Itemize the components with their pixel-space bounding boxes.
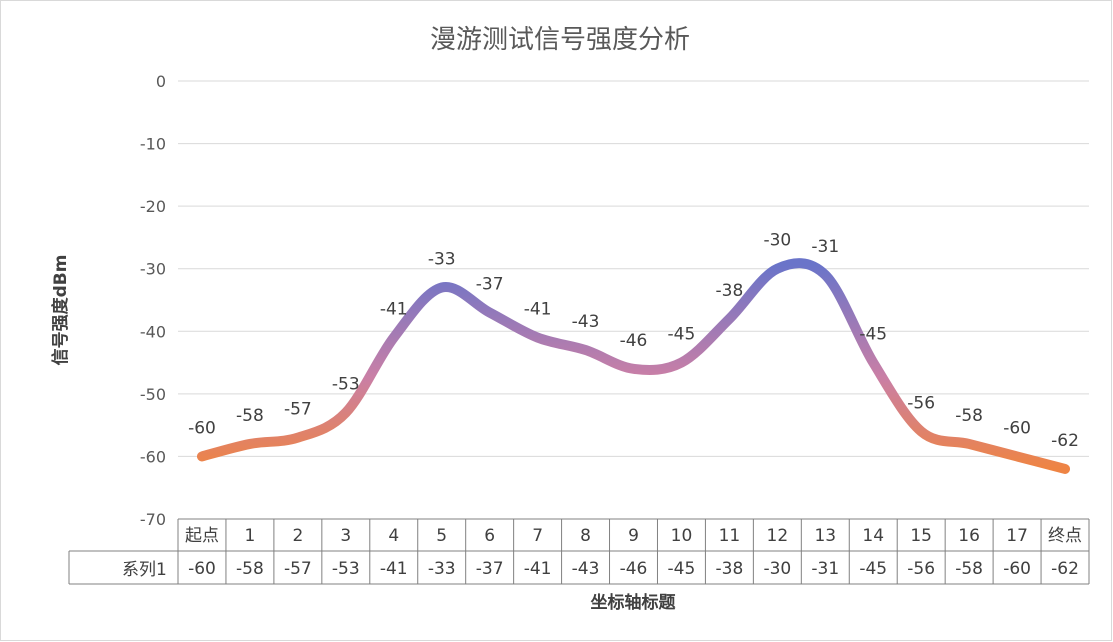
y-tick-label: -70: [140, 510, 166, 529]
data-label: -46: [620, 331, 648, 351]
data-label: -45: [859, 325, 887, 345]
table-value: -62: [1051, 559, 1079, 579]
data-label: -53: [332, 375, 360, 395]
x-category-label: 6: [484, 526, 495, 546]
data-label: -41: [524, 300, 552, 320]
series-line: [196, 258, 1071, 474]
data-table: 系列1 起点 1 2 3 4 5 6 7 8 9 10 11 12 13 14 15 16 17 终点-60 -58-…: [68, 518, 1090, 585]
y-tick-label: -60: [140, 447, 166, 466]
table-value: -45: [668, 559, 696, 579]
y-axis-ticks: 0 -10 -20 -30 -40 -50 -60 -70: [140, 72, 166, 529]
x-category-label: 11: [719, 526, 741, 546]
table-value: -53: [332, 559, 360, 579]
x-category-label: 4: [388, 526, 399, 546]
x-category-label: 8: [580, 526, 591, 546]
x-category-label: 9: [628, 526, 639, 546]
table-value: -43: [572, 559, 600, 579]
table-value: -41: [380, 559, 408, 579]
data-label: -33: [428, 249, 456, 269]
x-category-label: 14: [862, 526, 884, 546]
x-category-label: 终点: [1048, 526, 1082, 546]
data-label: -45: [668, 325, 696, 345]
y-axis-title: 信号强度dBm: [50, 255, 71, 366]
y-tick-label: -50: [140, 385, 166, 404]
data-label: -62: [1051, 431, 1079, 451]
chart-title: 漫游测试信号强度分析: [430, 25, 690, 55]
table-value: -37: [476, 559, 504, 579]
gridlines: [178, 80, 1089, 457]
table-value: -41: [524, 559, 552, 579]
data-label: -43: [572, 312, 600, 332]
table-value: -60: [188, 559, 216, 579]
x-category-label: 2: [292, 526, 303, 546]
x-category-label: 10: [671, 526, 693, 546]
data-label: -58: [955, 406, 983, 426]
x-category-label: 起点: [185, 526, 219, 546]
data-label: -41: [380, 300, 408, 320]
table-value: -46: [620, 559, 648, 579]
x-category-label: 13: [814, 526, 836, 546]
series-line-path: [196, 258, 1071, 474]
table-value: -38: [716, 559, 744, 579]
data-label: -38: [716, 281, 744, 301]
x-axis-title: 坐标轴标题: [591, 592, 677, 613]
data-label: -56: [907, 393, 935, 413]
x-category-label: 5: [436, 526, 447, 546]
x-category-label: 7: [532, 526, 543, 546]
table-value: -60: [1003, 559, 1031, 579]
table-value: -56: [907, 559, 935, 579]
table-value: -30: [763, 559, 791, 579]
table-value: -57: [284, 559, 312, 579]
x-category-label: 3: [340, 526, 351, 546]
legend-series-name: 系列1: [122, 560, 167, 580]
data-label: -60: [1003, 418, 1031, 438]
y-tick-label: -20: [140, 197, 166, 216]
table-value: -58: [955, 559, 983, 579]
data-label: -30: [763, 231, 791, 251]
table-value: -33: [428, 559, 456, 579]
y-tick-label: -40: [140, 322, 166, 341]
table-value: -31: [811, 559, 839, 579]
x-category-label: 1: [245, 526, 256, 546]
y-tick-label: 0: [156, 72, 166, 91]
x-category-label: 16: [958, 526, 980, 546]
table-value: -45: [859, 559, 887, 579]
y-tick-label: -10: [140, 135, 166, 154]
y-tick-label: -30: [140, 260, 166, 279]
data-labels: -60-58 -57-53-41-33-37-41-43-46 -45-38-30-…: [188, 231, 1079, 451]
data-label: -57: [284, 400, 312, 420]
x-category-label: 17: [1006, 526, 1028, 546]
x-category-label: 15: [910, 526, 932, 546]
data-label: -37: [476, 275, 504, 295]
table-value: -58: [236, 559, 264, 579]
data-label: -60: [188, 418, 216, 438]
data-label: -58: [236, 406, 264, 426]
data-label: -31: [811, 237, 839, 257]
x-category-label: 12: [767, 526, 789, 546]
